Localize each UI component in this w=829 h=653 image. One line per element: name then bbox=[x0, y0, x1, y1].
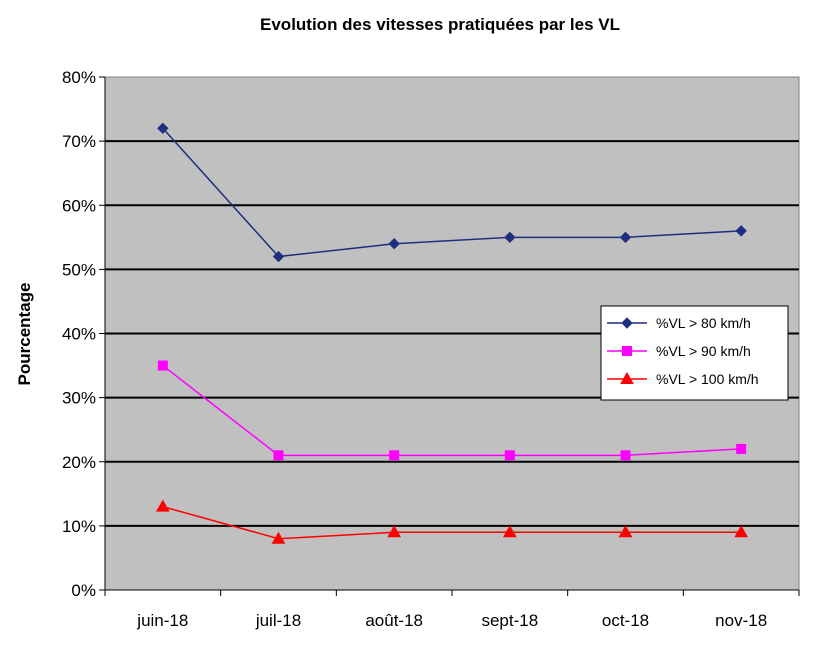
legend: %VL > 80 km/h %VL > 90 km/h %VL > 100 km/h bbox=[600, 305, 789, 401]
data-point bbox=[502, 525, 517, 538]
series-line bbox=[162, 364, 742, 457]
y-tick-label: 50% bbox=[62, 260, 96, 279]
data-point bbox=[734, 525, 749, 538]
axes: 0% 10% 20% 30% 40% 50% 60% 70% 80% juin-18 juil-18… bbox=[62, 68, 800, 630]
y-axis-label: Pourcentage bbox=[15, 283, 34, 386]
data-point bbox=[155, 499, 170, 512]
data-point bbox=[271, 531, 286, 544]
data-point bbox=[157, 122, 169, 135]
series-line bbox=[162, 505, 742, 540]
x-tick-label: nov-18 bbox=[715, 611, 767, 630]
y-tick-label: 80% bbox=[62, 68, 96, 87]
legend-marker bbox=[620, 371, 634, 384]
data-point bbox=[389, 450, 400, 461]
series-2 bbox=[157, 360, 747, 461]
y-tick-label: 20% bbox=[62, 453, 96, 472]
x-tick-label: août-18 bbox=[365, 611, 423, 630]
y-tick-label: 10% bbox=[62, 517, 96, 536]
y-tick-label: 40% bbox=[62, 325, 96, 344]
data-point bbox=[618, 525, 633, 538]
data-point bbox=[619, 231, 632, 244]
legend-item: %VL > 90 km/h bbox=[607, 343, 751, 359]
series-1 bbox=[157, 122, 747, 263]
x-tick-label: sept-18 bbox=[481, 611, 538, 630]
chart-title: Evolution des vitesses pratiquées par le… bbox=[260, 15, 620, 34]
legend-item: %VL > 100 km/h bbox=[607, 371, 759, 387]
legend-label: %VL > 90 km/h bbox=[656, 343, 751, 359]
legend-item: %VL > 80 km/h bbox=[607, 315, 751, 331]
data-point bbox=[272, 250, 285, 263]
x-tick-label: juin-18 bbox=[136, 611, 188, 630]
data-point bbox=[273, 450, 284, 461]
legend-label: %VL > 100 km/h bbox=[656, 371, 759, 387]
legend-label: %VL > 80 km/h bbox=[656, 315, 751, 331]
x-tick-label: juil-18 bbox=[255, 611, 301, 630]
x-tick-label: oct-18 bbox=[602, 611, 649, 630]
data-point bbox=[504, 231, 516, 244]
data-point bbox=[157, 360, 168, 371]
data-point bbox=[736, 443, 747, 454]
data-point bbox=[388, 238, 400, 250]
data-point bbox=[620, 450, 631, 461]
y-tick-label: 70% bbox=[62, 132, 96, 151]
y-tick-label: 60% bbox=[62, 196, 96, 215]
y-tick-label: 30% bbox=[62, 389, 96, 408]
y-tick-label: 0% bbox=[71, 581, 96, 600]
legend-box bbox=[600, 305, 789, 401]
data-point bbox=[735, 225, 747, 237]
gridlines bbox=[105, 140, 799, 527]
legend-marker bbox=[622, 346, 632, 356]
data-point bbox=[387, 525, 402, 538]
series-3 bbox=[155, 499, 749, 544]
series-line bbox=[162, 127, 742, 258]
data-point bbox=[504, 450, 515, 461]
legend-marker bbox=[621, 317, 633, 329]
series-layer bbox=[155, 122, 749, 544]
